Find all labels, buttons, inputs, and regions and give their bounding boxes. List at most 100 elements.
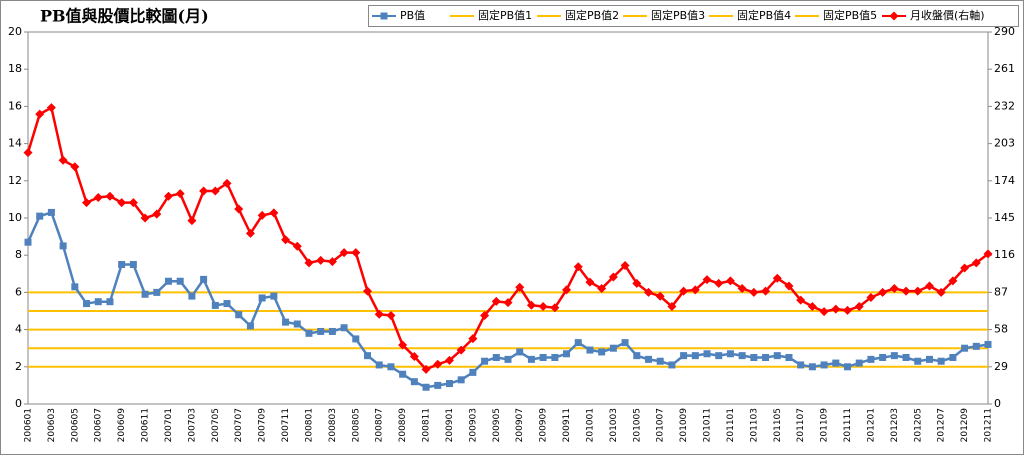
y-tick-label: 14 [8, 137, 22, 150]
legend-label: 固定PB值3 [651, 8, 705, 22]
point [59, 242, 67, 250]
point [538, 302, 548, 312]
point [129, 261, 137, 268]
x-tick-label: 200605 [70, 408, 80, 442]
point [832, 359, 840, 367]
point [831, 304, 841, 314]
x-tick-label: 200801 [304, 408, 314, 442]
point [422, 383, 430, 391]
point [153, 288, 161, 296]
point [328, 327, 336, 335]
x-tick-label: 200703 [187, 408, 197, 442]
point [223, 300, 231, 308]
point [690, 285, 700, 295]
point [526, 300, 536, 310]
legend-box [368, 5, 1019, 27]
point [597, 284, 607, 294]
y2-tick-label: 58 [994, 323, 1008, 336]
point [680, 352, 688, 360]
point [867, 355, 875, 363]
x-tick-label: 200705 [211, 408, 221, 442]
point [819, 307, 829, 317]
point [71, 283, 79, 291]
x-tick-label: 200603 [47, 408, 57, 442]
point [434, 381, 442, 389]
point [937, 357, 945, 365]
x-tick-label: 201209 [960, 408, 970, 443]
point [164, 277, 172, 285]
point [457, 376, 465, 384]
point [128, 198, 138, 208]
point [140, 213, 150, 223]
point [188, 292, 196, 300]
x-tick-label: 200609 [117, 408, 127, 443]
point [948, 276, 958, 286]
point [211, 301, 219, 309]
point [387, 363, 395, 371]
x-tick-label: 200701 [164, 408, 174, 442]
x-tick-label: 200911 [562, 408, 572, 442]
point [796, 295, 806, 305]
point [913, 286, 923, 296]
x-tick-label: 201011 [703, 408, 713, 442]
point [36, 212, 44, 220]
x-tick-label: 201201 [866, 408, 876, 442]
point [715, 352, 723, 360]
point [808, 363, 816, 371]
y2-tick-label: 261 [994, 62, 1015, 75]
point [608, 272, 618, 282]
legend-label: 固定PB值5 [823, 8, 877, 22]
point [984, 340, 992, 348]
point [644, 355, 652, 363]
legend-label: 月收盤價(右軸) [910, 8, 985, 22]
point [421, 364, 431, 374]
legend-label: 固定PB值4 [737, 8, 791, 22]
point [844, 363, 852, 371]
point [855, 359, 863, 367]
point [46, 103, 56, 113]
point [293, 320, 301, 328]
x-tick-label: 200611 [141, 408, 151, 442]
point [703, 350, 711, 358]
point [364, 352, 372, 360]
x-tick-label: 200805 [351, 408, 361, 442]
x-tick-label: 201009 [679, 408, 689, 443]
x-tick-label: 201205 [913, 408, 923, 442]
x-tick-label: 200709 [258, 408, 268, 443]
point [515, 282, 525, 292]
point [352, 335, 360, 343]
x-tick-label: 200807 [375, 408, 385, 442]
point [281, 235, 291, 245]
point [118, 261, 126, 268]
point [444, 355, 454, 365]
point [551, 354, 559, 361]
x-tick-label: 201211 [984, 408, 994, 442]
y-tick-label: 8 [15, 248, 22, 261]
x-tick-label: 200909 [539, 408, 549, 443]
x-tick-label: 201103 [749, 408, 759, 442]
point [316, 255, 326, 265]
point [246, 322, 254, 330]
y2-tick-label: 203 [994, 137, 1015, 150]
point [317, 327, 325, 335]
point [117, 198, 127, 208]
x-tick-label: 200903 [468, 408, 478, 442]
point [633, 352, 641, 360]
point [94, 298, 102, 306]
point [655, 291, 665, 301]
point [327, 257, 337, 267]
point [399, 370, 407, 378]
point [889, 284, 899, 294]
point [210, 186, 220, 196]
y-tick-label: 10 [8, 211, 22, 224]
y-tick-label: 12 [8, 174, 22, 187]
point [527, 355, 535, 363]
point [668, 361, 676, 369]
legend-marker [889, 11, 899, 21]
point [679, 286, 689, 296]
point [785, 354, 793, 361]
point [47, 208, 55, 216]
x-tick-label: 200707 [234, 408, 244, 442]
point [866, 293, 876, 303]
y2-tick-label: 116 [994, 248, 1015, 261]
